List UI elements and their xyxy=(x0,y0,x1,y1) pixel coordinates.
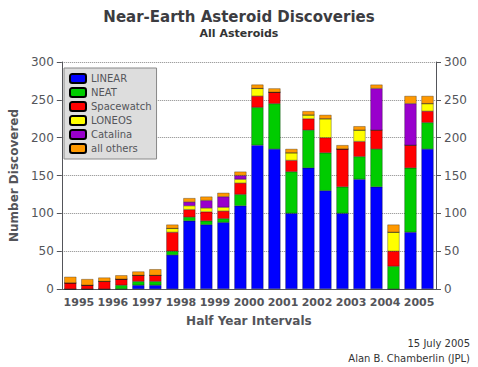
svg-text:1997: 1997 xyxy=(132,296,163,309)
svg-text:200: 200 xyxy=(444,131,467,145)
svg-text:150: 150 xyxy=(31,169,54,183)
svg-text:1995: 1995 xyxy=(64,296,95,309)
svg-text:1999: 1999 xyxy=(200,296,231,309)
svg-text:LINEAR: LINEAR xyxy=(91,73,127,84)
svg-text:Spacewatch: Spacewatch xyxy=(91,101,152,112)
svg-text:Number Discovered: Number Discovered xyxy=(7,109,21,242)
svg-text:2005: 2005 xyxy=(404,296,435,309)
svg-text:100: 100 xyxy=(444,206,467,220)
svg-text:Catalina: Catalina xyxy=(91,129,132,140)
svg-text:All Asteroids: All Asteroids xyxy=(200,27,279,40)
svg-text:300: 300 xyxy=(444,55,467,69)
svg-text:2000: 2000 xyxy=(234,296,265,309)
svg-text:1996: 1996 xyxy=(98,296,129,309)
svg-text:NEAT: NEAT xyxy=(91,87,118,98)
svg-text:250: 250 xyxy=(31,93,54,107)
svg-text:2003: 2003 xyxy=(336,296,367,309)
svg-text:0: 0 xyxy=(444,282,452,296)
svg-text:15 July 2005: 15 July 2005 xyxy=(407,338,470,349)
svg-text:2002: 2002 xyxy=(302,296,333,309)
svg-text:2001: 2001 xyxy=(268,296,299,309)
svg-text:Alan B. Chamberlin (JPL): Alan B. Chamberlin (JPL) xyxy=(348,353,470,364)
svg-text:2004: 2004 xyxy=(370,296,401,309)
svg-text:300: 300 xyxy=(31,55,54,69)
svg-text:50: 50 xyxy=(444,244,459,258)
svg-text:LONEOS: LONEOS xyxy=(91,115,132,126)
svg-text:200: 200 xyxy=(31,131,54,145)
svg-text:100: 100 xyxy=(31,206,54,220)
svg-text:50: 50 xyxy=(39,244,54,258)
svg-text:250: 250 xyxy=(444,93,467,107)
svg-text:Half Year Intervals: Half Year Intervals xyxy=(186,314,312,328)
svg-text:1998: 1998 xyxy=(166,296,197,309)
svg-text:150: 150 xyxy=(444,169,467,183)
svg-text:Near-Earth Asteroid Discoverie: Near-Earth Asteroid Discoveries xyxy=(103,8,374,26)
svg-text:all others: all others xyxy=(91,143,138,154)
svg-text:0: 0 xyxy=(46,282,54,296)
